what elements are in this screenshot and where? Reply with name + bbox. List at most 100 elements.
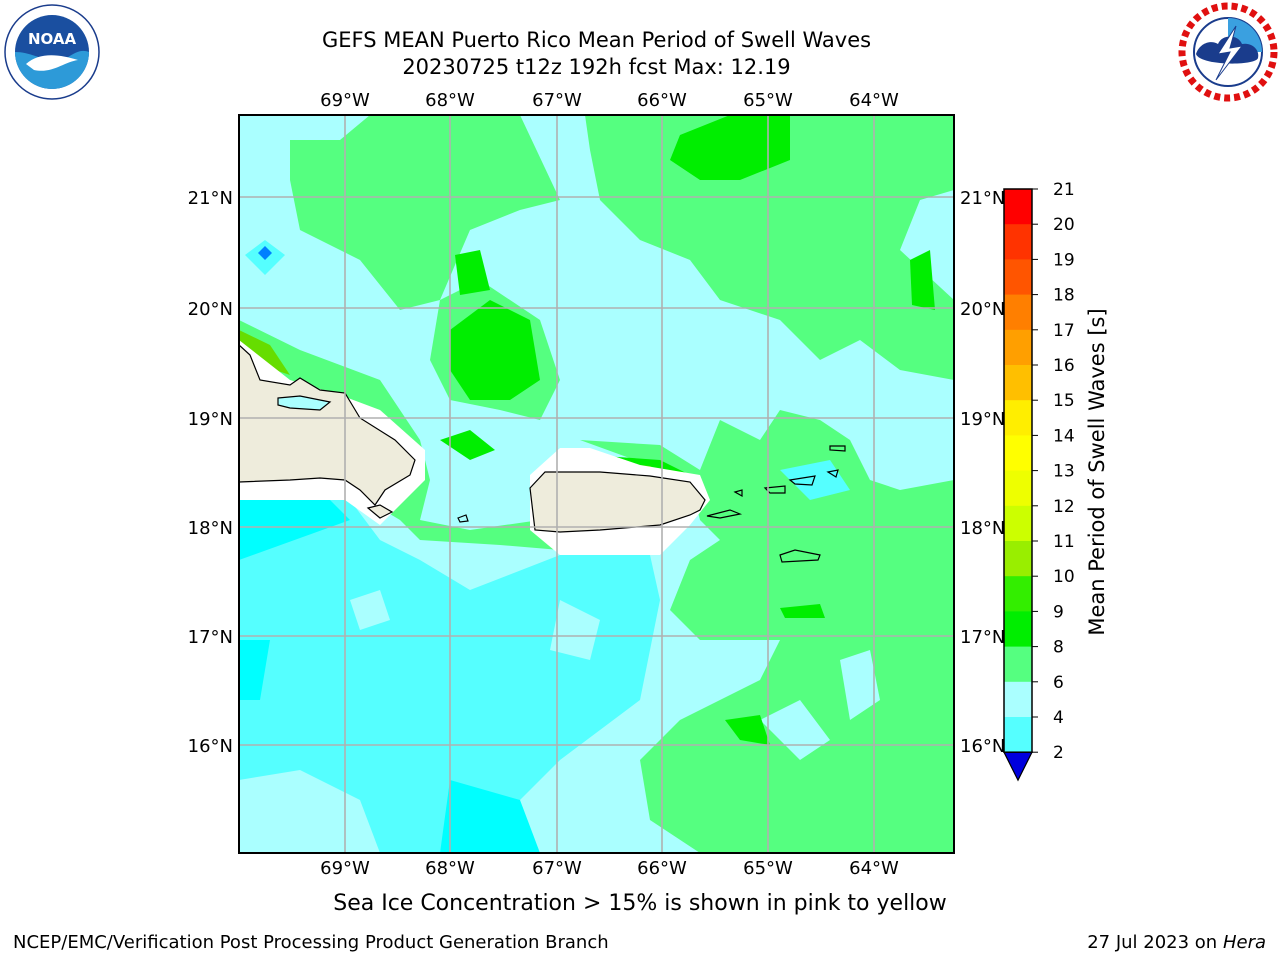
noaa-logo-text: NOAA <box>28 30 77 48</box>
lat-label-right: 17°N <box>960 627 1005 648</box>
lat-label-right: 19°N <box>960 409 1005 430</box>
colorbar-band <box>1004 400 1032 436</box>
colorbar-tick-label: 12 <box>1053 497 1075 517</box>
contour-2-4-spot <box>258 246 272 260</box>
contour-8-9-patch <box>550 600 600 660</box>
contour-field <box>239 115 954 853</box>
lat-label-left: 21°N <box>188 188 233 209</box>
colorbar-band <box>1004 541 1032 577</box>
colorbar-band <box>1004 611 1032 648</box>
colorbar-tick-label: 6 <box>1053 673 1064 693</box>
colorbar-tick-label: 19 <box>1053 250 1075 270</box>
colorbar-tick-label: 21 <box>1053 180 1075 200</box>
lat-labels-right: 21°N 20°N 19°N 18°N 17°N 16°N <box>960 188 1005 757</box>
contour-9-10-northeast <box>585 115 954 380</box>
lon-labels-bottom: 69°W 68°W 67°W 66°W 65°W 64°W <box>320 858 899 879</box>
colorbar-ticks: 21 20 19 18 17 16 15 14 13 12 11 10 9 8 6 4 2 <box>1032 180 1075 763</box>
colorbar-tick-label: 20 <box>1053 215 1075 235</box>
contour-4-6-south <box>440 780 540 853</box>
contour-10-11-se <box>725 715 770 745</box>
colorbar-band <box>1004 435 1032 472</box>
footer-org: NCEP/EMC/Verification Post Processing Pr… <box>13 932 609 953</box>
sea-ice-note: Sea Ice Concentration > 15% is shown in … <box>333 891 947 916</box>
contour-10-11-central <box>450 300 540 400</box>
contour-10-11-east <box>780 604 825 618</box>
colorbar-band <box>1004 717 1032 753</box>
colorbar-band <box>1004 294 1032 331</box>
colorbar-band <box>1004 224 1032 260</box>
lat-label-left: 20°N <box>188 299 233 320</box>
lon-label-top: 69°W <box>320 90 370 111</box>
map-frame <box>238 114 955 854</box>
colorbar-band <box>1004 576 1032 612</box>
colorbar-band <box>1004 505 1032 542</box>
colorbar-band <box>1004 259 1032 296</box>
map-title-line1: GEFS MEAN Puerto Rico Mean Period of Swe… <box>321 28 872 52</box>
lat-label-right: 20°N <box>960 299 1005 320</box>
land-mona-island <box>457 514 469 523</box>
contour-6-8-bvi <box>780 460 850 500</box>
colorbar-band <box>1004 365 1032 401</box>
colorbar-extension <box>1003 751 1033 782</box>
lon-label-top: 66°W <box>637 90 687 111</box>
contour-11-12-west <box>239 330 290 375</box>
contour-10-11-monapass <box>440 430 495 460</box>
footer-date: 27 Jul 2023 on Hera <box>1087 932 1266 953</box>
lon-label-bottom: 65°W <box>743 858 793 879</box>
lon-label-top: 64°W <box>849 90 899 111</box>
lon-label-bottom: 66°W <box>637 858 687 879</box>
lat-labels-left: 21°N 20°N 19°N 18°N 17°N 16°N <box>188 188 233 757</box>
colorbar-tick-label: 18 <box>1053 286 1075 306</box>
contour-8-9-east-patch2 <box>840 650 880 720</box>
land-virgin-gorda <box>826 469 839 478</box>
lon-label-bottom: 68°W <box>425 858 475 879</box>
noaa-logo: NOAA <box>4 4 100 100</box>
lat-label-right: 16°N <box>960 736 1005 757</box>
contour-10-11-ne <box>910 250 935 310</box>
lon-label-top: 65°W <box>743 90 793 111</box>
lat-label-left: 16°N <box>188 736 233 757</box>
contour-4-6-west <box>239 500 350 560</box>
contour-9-10-north <box>290 115 560 310</box>
land-st-croix <box>779 549 821 563</box>
colorbar-title: Mean Period of Swell Waves [s] <box>1085 308 1109 636</box>
lon-label-bottom: 64°W <box>849 858 899 879</box>
land-tortola <box>788 475 816 486</box>
colorbar-band <box>1004 646 1032 683</box>
colorbar-tick-label: 4 <box>1053 708 1064 728</box>
footer-machine: Hera <box>1222 932 1266 953</box>
lat-label-right: 18°N <box>960 518 1005 539</box>
land-hispaniola <box>239 344 416 506</box>
colorbar-tick-label: 8 <box>1053 638 1064 658</box>
lon-label-top: 68°W <box>425 90 475 111</box>
land-bay-hispaniola <box>277 395 332 411</box>
gridlines <box>239 115 954 853</box>
colorbar-tick-label: 14 <box>1053 426 1075 446</box>
lon-labels-top: 69°W 68°W 67°W 66°W 65°W 64°W <box>320 90 899 111</box>
colorbar <box>1003 188 1033 782</box>
colorbar-tick-label: 2 <box>1053 743 1064 763</box>
colorbar-tick-label: 16 <box>1053 356 1075 376</box>
colorbar-tick-label: 13 <box>1053 462 1075 482</box>
lon-label-top: 67°W <box>532 90 582 111</box>
contour-9-10-east <box>580 410 954 853</box>
lat-label-left: 19°N <box>188 409 233 430</box>
nws-logo <box>1178 2 1278 102</box>
lon-label-bottom: 67°W <box>532 858 582 879</box>
colorbar-tick-label: 15 <box>1053 391 1075 411</box>
lon-label-bottom: 69°W <box>320 858 370 879</box>
colorbar-tick-label: 11 <box>1053 532 1075 552</box>
footer-date-text: 27 Jul 2023 on <box>1087 932 1223 953</box>
colorbar-band <box>1004 189 1032 225</box>
colorbar-band <box>1004 681 1032 718</box>
lat-label-right: 21°N <box>960 188 1005 209</box>
contour-8-9-patch2 <box>350 590 390 630</box>
land-anegada <box>829 445 846 452</box>
contour-4-6-sw <box>239 640 270 700</box>
colorbar-tick-label: 9 <box>1053 602 1064 622</box>
colorbar-tick-label: 17 <box>1053 321 1075 341</box>
land-culebra <box>733 489 743 498</box>
lat-label-left: 17°N <box>188 627 233 648</box>
map-title-line2: 20230725 t12z 192h fcst Max: 12.19 <box>402 55 791 79</box>
land-vieques <box>706 509 743 519</box>
